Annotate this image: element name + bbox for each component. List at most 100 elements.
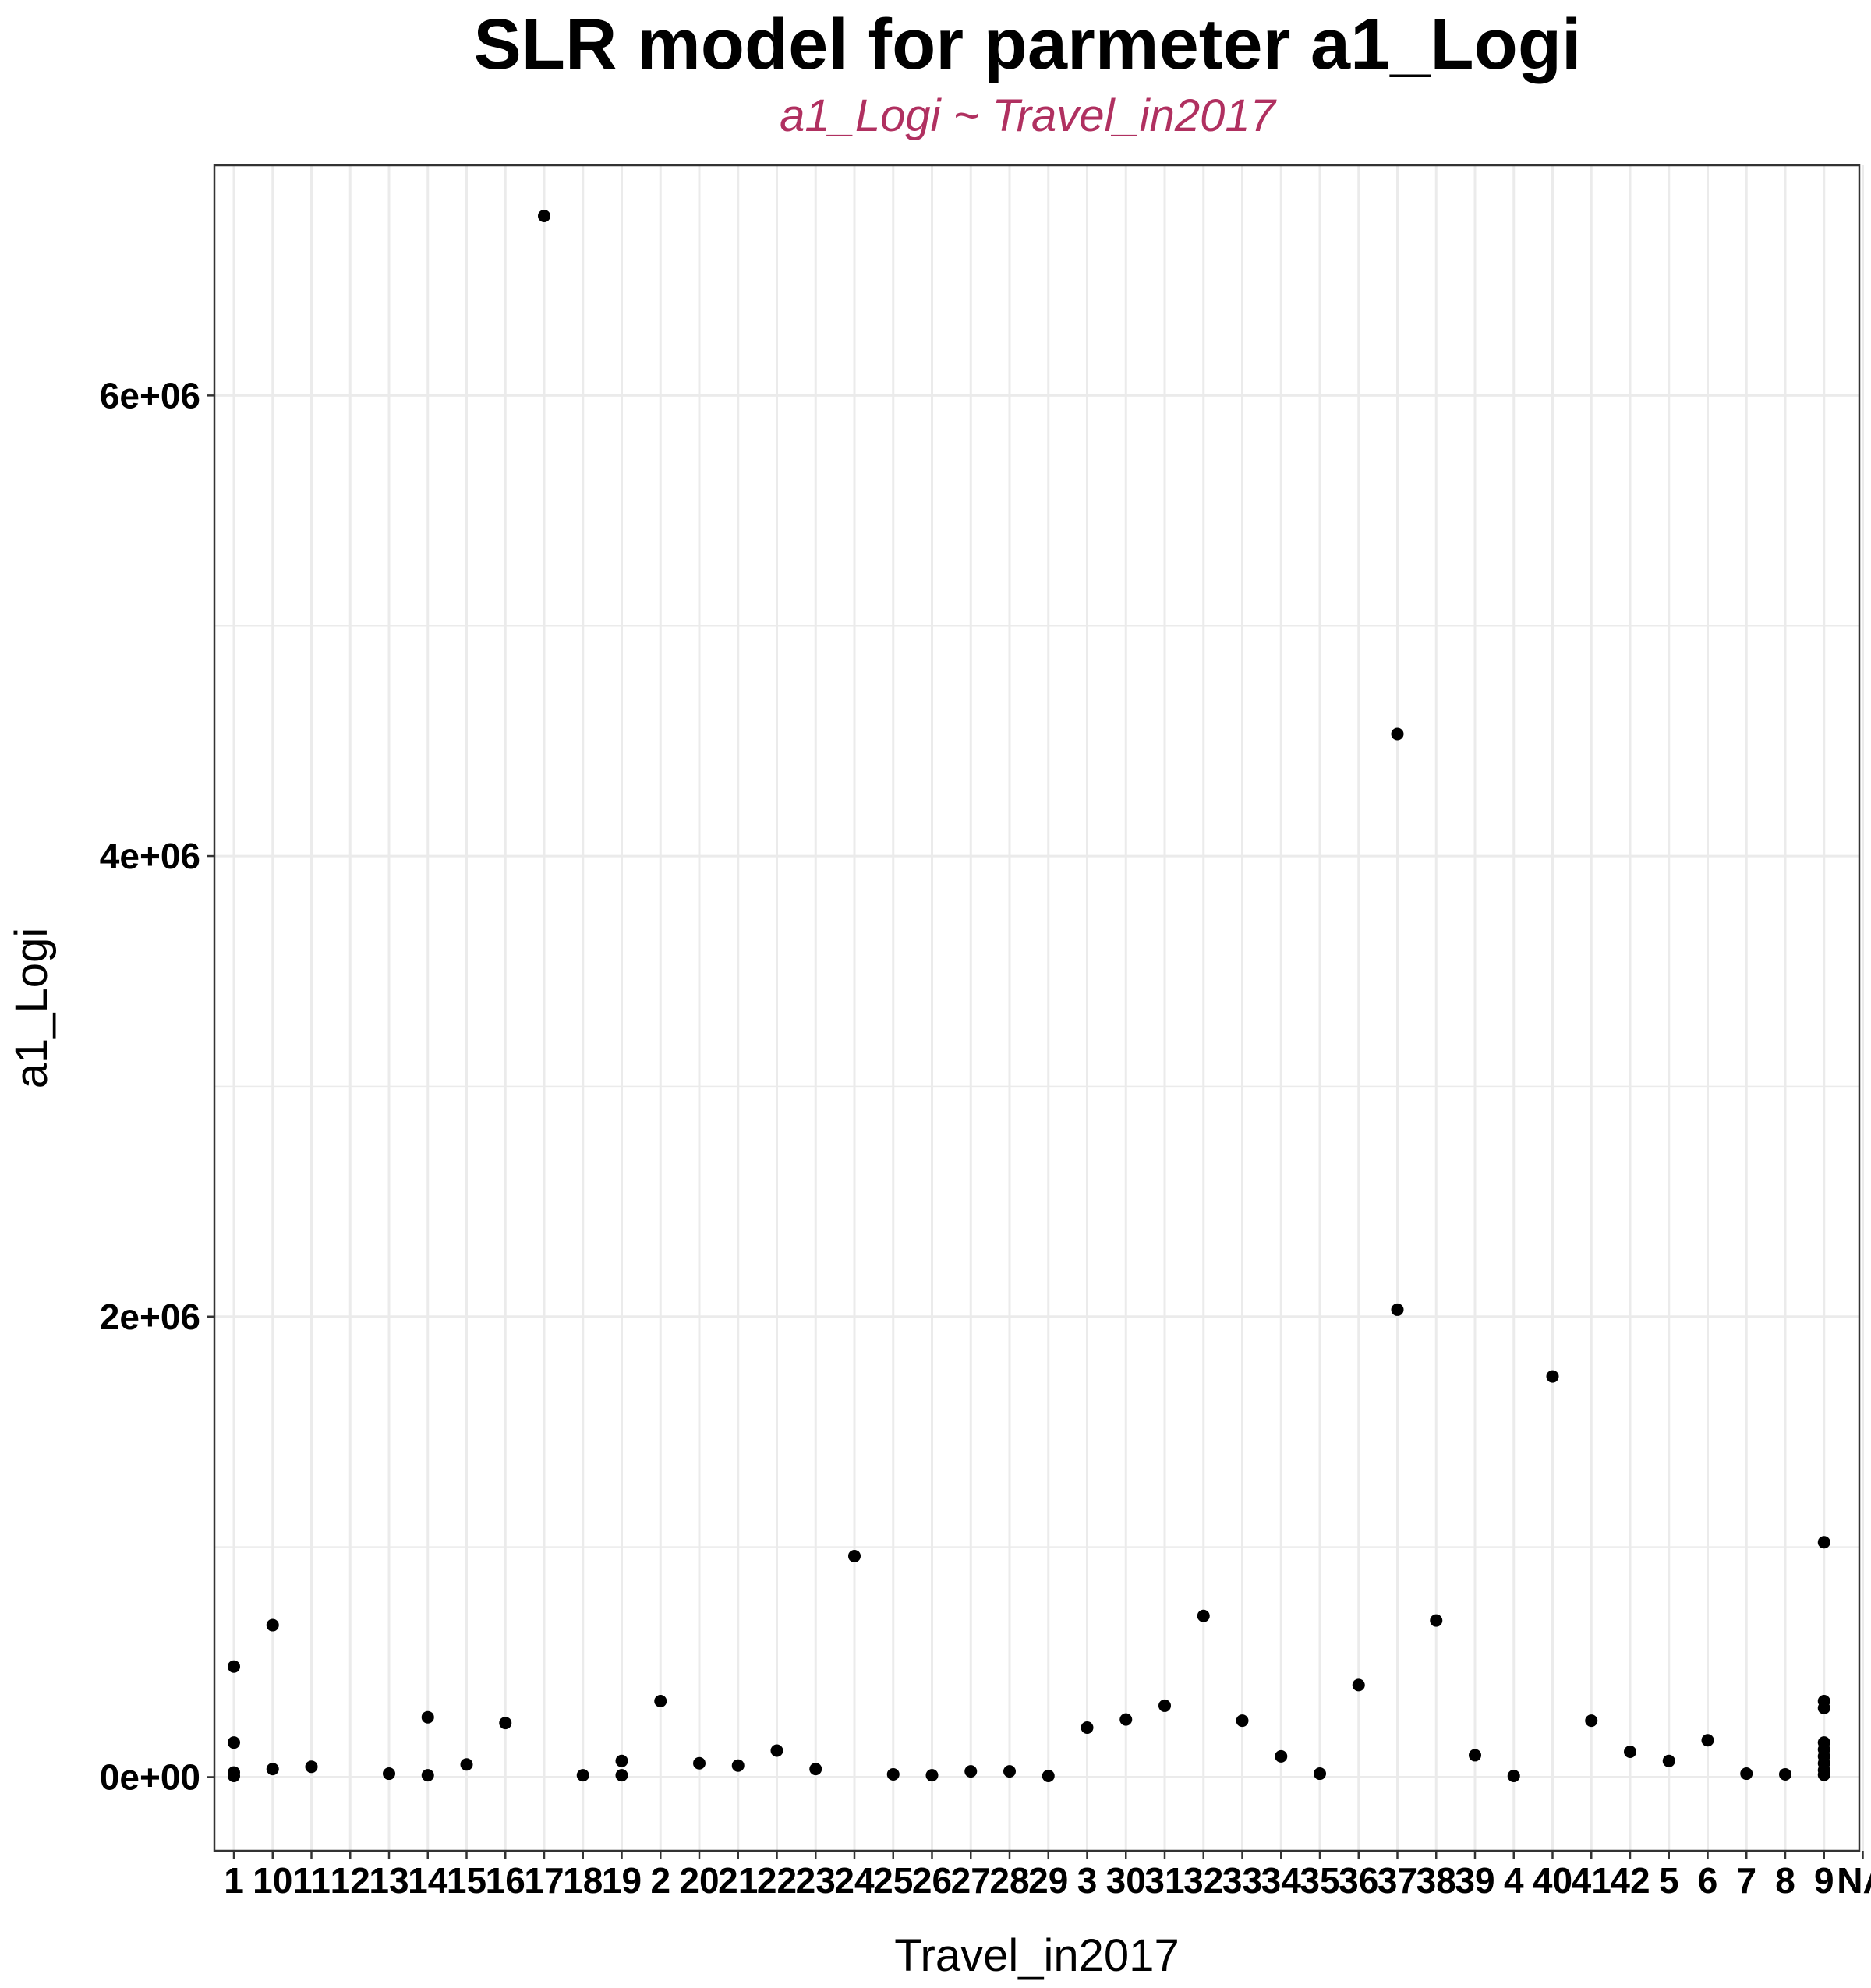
x-tick-label: 20 — [679, 1860, 719, 1901]
data-point — [1197, 1609, 1210, 1622]
x-tick-label: 32 — [1183, 1860, 1223, 1901]
data-point — [421, 1710, 434, 1724]
data-point — [1119, 1713, 1133, 1726]
data-point — [693, 1756, 706, 1770]
x-tick-label: 14 — [408, 1860, 448, 1901]
data-point — [266, 1618, 279, 1632]
y-tick-label: 4e+06 — [100, 836, 200, 876]
x-tick-label: 37 — [1378, 1860, 1417, 1901]
data-point — [770, 1744, 783, 1757]
data-point — [460, 1758, 473, 1771]
data-point — [1662, 1754, 1675, 1767]
x-tick-label: 24 — [834, 1860, 875, 1901]
data-point — [1740, 1767, 1753, 1781]
data-point — [1779, 1767, 1791, 1781]
data-point — [848, 1549, 861, 1562]
x-tick-label: 33 — [1222, 1860, 1262, 1901]
data-point — [1585, 1714, 1598, 1728]
x-tick-label: 4 — [1504, 1860, 1524, 1901]
data-point — [1236, 1714, 1249, 1728]
y-tick-label: 0e+00 — [100, 1756, 200, 1797]
chart-subtitle: a1_Logi ~ Travel_in2017 — [780, 90, 1278, 141]
x-tick-label: 18 — [563, 1860, 603, 1901]
plot-panel — [213, 164, 1861, 1852]
data-point — [1314, 1767, 1326, 1781]
data-point — [886, 1767, 900, 1781]
data-point — [1042, 1770, 1055, 1783]
data-point — [228, 1736, 240, 1749]
data-point — [383, 1767, 395, 1781]
data-point — [1391, 727, 1404, 741]
x-tick-label: 10 — [253, 1860, 292, 1901]
x-tick-label: 17 — [524, 1860, 564, 1901]
data-point — [925, 1769, 939, 1782]
data-point — [615, 1754, 628, 1767]
x-tick-label: NA — [1837, 1860, 1871, 1901]
data-points — [228, 209, 1830, 1783]
x-tick-label: 29 — [1028, 1860, 1068, 1901]
data-point — [1391, 1303, 1404, 1316]
x-tick-label: 19 — [602, 1860, 642, 1901]
x-tick-label: 36 — [1339, 1860, 1378, 1901]
data-point — [1003, 1765, 1016, 1778]
axis-ticks — [207, 394, 1864, 1859]
data-point — [1701, 1734, 1714, 1747]
x-tick-label: 22 — [757, 1860, 797, 1901]
x-tick-label: 40 — [1533, 1860, 1572, 1901]
data-point — [228, 1660, 240, 1673]
data-point — [731, 1759, 745, 1772]
x-tick-label: 28 — [989, 1860, 1029, 1901]
data-point — [1817, 1701, 1830, 1714]
x-tick-label: 31 — [1144, 1860, 1184, 1901]
data-point — [615, 1769, 628, 1782]
data-point — [1546, 1370, 1559, 1383]
x-tick-label: 38 — [1417, 1860, 1456, 1901]
x-tick-label: 39 — [1455, 1860, 1494, 1901]
data-point — [1507, 1770, 1520, 1783]
x-tick-label: 12 — [331, 1860, 370, 1901]
data-point — [1430, 1614, 1443, 1627]
data-point — [1275, 1749, 1288, 1763]
x-tick-label: 15 — [447, 1860, 486, 1901]
y-tick-labels: 0e+00 2e+06 4e+06 6e+06 — [100, 375, 200, 1797]
chart-title: SLR model for parmeter a1_Logi — [473, 5, 1581, 84]
data-point — [228, 1770, 240, 1783]
x-tick-label: 30 — [1106, 1860, 1146, 1901]
x-tick-label: 27 — [951, 1860, 991, 1901]
data-point — [305, 1760, 318, 1774]
x-tick-label: 7 — [1736, 1860, 1756, 1901]
data-point — [654, 1695, 667, 1708]
x-tick-label: 6 — [1698, 1860, 1718, 1901]
x-tick-label: 42 — [1610, 1860, 1650, 1901]
data-point — [1817, 1536, 1830, 1549]
data-point — [421, 1769, 434, 1782]
data-point — [1817, 1768, 1830, 1781]
x-tick-label: 5 — [1659, 1860, 1679, 1901]
data-point — [1081, 1721, 1094, 1734]
grid-lines — [214, 164, 1864, 1851]
data-point — [1158, 1699, 1171, 1712]
data-point — [499, 1717, 512, 1730]
x-tick-label: 8 — [1775, 1860, 1795, 1901]
x-tick-label: 41 — [1572, 1860, 1611, 1901]
x-tick-label: 35 — [1300, 1860, 1339, 1901]
data-point — [576, 1769, 589, 1782]
x-axis-title: Travel_in2017 — [894, 1930, 1179, 1981]
data-point — [1624, 1745, 1636, 1758]
data-point — [266, 1763, 279, 1776]
x-tick-label: 9 — [1814, 1860, 1834, 1901]
x-tick-label: 13 — [369, 1860, 409, 1901]
y-tick-label: 6e+06 — [100, 375, 200, 416]
x-tick-label: 23 — [796, 1860, 836, 1901]
y-axis-title: a1_Logi — [6, 928, 57, 1088]
x-tick-label: 21 — [718, 1860, 758, 1901]
x-tick-label: 34 — [1261, 1860, 1302, 1901]
x-tick-label: 11 — [292, 1860, 331, 1901]
data-point — [538, 209, 550, 222]
data-point — [964, 1765, 978, 1778]
x-tick-label: 2 — [650, 1860, 670, 1901]
x-tick-label: 16 — [486, 1860, 525, 1901]
data-point — [1352, 1678, 1365, 1692]
